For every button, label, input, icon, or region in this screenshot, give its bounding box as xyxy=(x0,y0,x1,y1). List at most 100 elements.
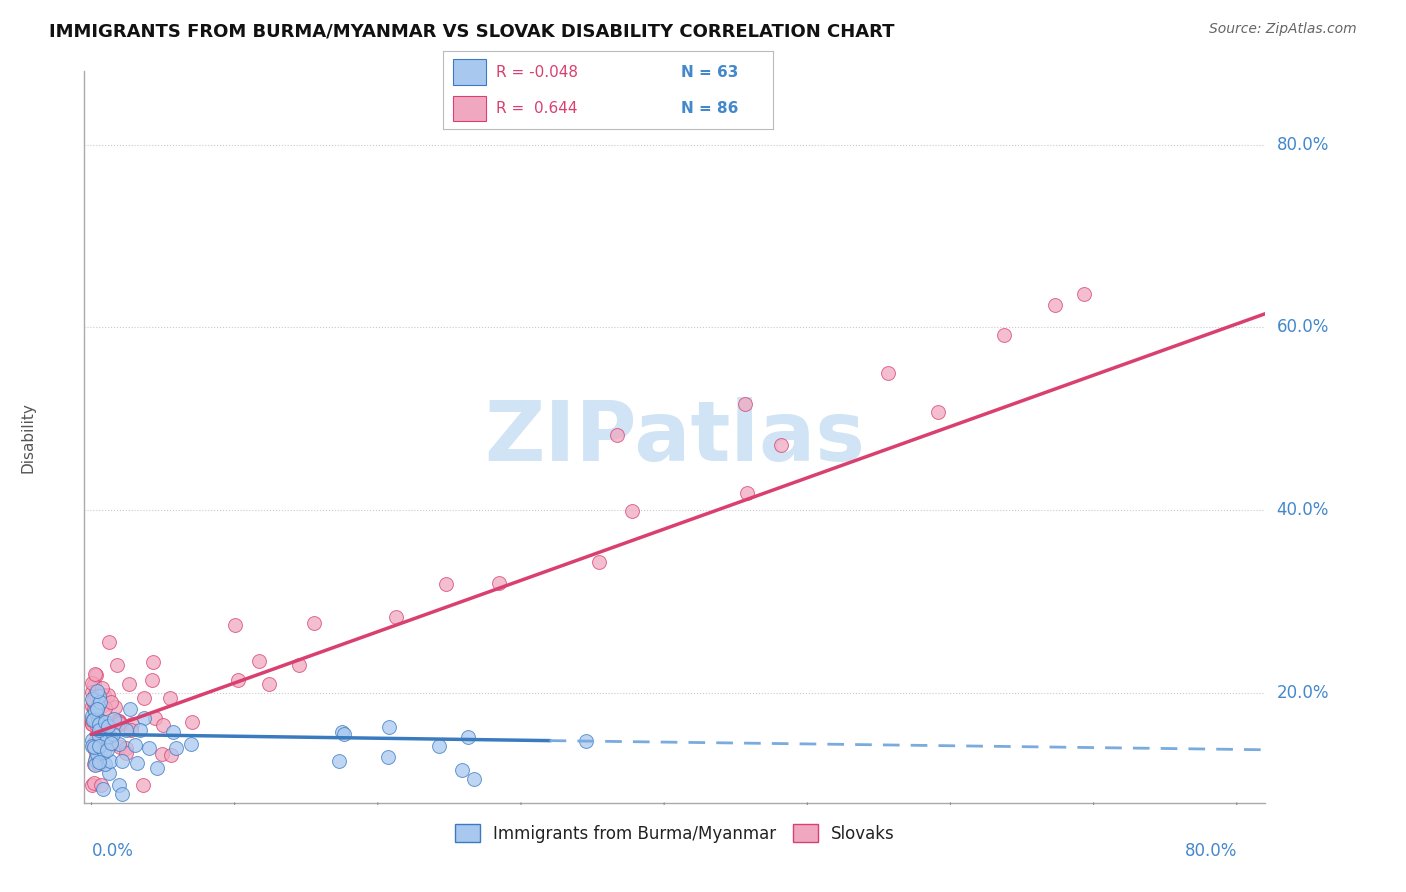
Bar xyxy=(453,95,486,121)
Point xyxy=(82,739,104,753)
Point xyxy=(302,615,325,630)
Point xyxy=(83,776,105,790)
Point xyxy=(141,673,163,687)
Point xyxy=(588,555,610,569)
Point xyxy=(82,733,104,747)
Point xyxy=(96,743,118,757)
Text: R =  0.644: R = 0.644 xyxy=(496,101,578,116)
Text: 20.0%: 20.0% xyxy=(1277,684,1329,702)
Point xyxy=(145,761,167,775)
Text: 0.0%: 0.0% xyxy=(91,842,134,860)
Point xyxy=(84,749,107,764)
Point xyxy=(111,787,134,801)
Point xyxy=(1073,287,1095,301)
Point xyxy=(84,753,107,767)
Point xyxy=(91,719,114,733)
Point xyxy=(118,676,141,690)
Point xyxy=(770,438,793,452)
Point xyxy=(110,739,132,754)
Point xyxy=(83,743,105,757)
Point xyxy=(328,754,350,768)
Point xyxy=(100,737,122,751)
Point xyxy=(87,699,110,714)
Point xyxy=(115,740,138,755)
Point xyxy=(86,742,108,756)
Point xyxy=(606,427,628,442)
Point xyxy=(162,725,184,739)
Point xyxy=(735,485,758,500)
Point xyxy=(90,778,112,792)
Point xyxy=(97,719,120,733)
Point xyxy=(734,397,756,411)
Point xyxy=(134,690,156,705)
Point xyxy=(82,699,104,714)
Point xyxy=(91,699,114,714)
Point xyxy=(82,685,104,699)
Point xyxy=(93,757,115,772)
Point xyxy=(457,730,479,744)
Point xyxy=(108,778,131,792)
Point xyxy=(83,676,105,690)
Point xyxy=(463,772,485,786)
Point xyxy=(89,727,111,741)
Point xyxy=(91,725,114,739)
Point xyxy=(83,704,105,718)
Point xyxy=(87,717,110,731)
Point xyxy=(89,695,111,709)
Point xyxy=(180,737,202,751)
Point xyxy=(82,692,104,706)
Point xyxy=(108,737,131,751)
Point xyxy=(288,658,311,673)
Point xyxy=(877,367,900,381)
Point xyxy=(87,749,110,764)
Point xyxy=(1045,297,1067,311)
Point xyxy=(94,714,117,729)
Point xyxy=(138,741,160,756)
Point xyxy=(87,713,110,727)
Point xyxy=(152,718,174,732)
Point xyxy=(115,723,138,737)
Point xyxy=(96,730,118,744)
Point xyxy=(82,717,104,731)
Text: N = 86: N = 86 xyxy=(681,101,738,116)
Point xyxy=(98,754,121,768)
Text: 80.0%: 80.0% xyxy=(1184,842,1237,860)
Text: Disability: Disability xyxy=(20,401,35,473)
Text: N = 63: N = 63 xyxy=(681,64,738,79)
Point xyxy=(93,688,115,702)
Point xyxy=(86,747,108,761)
Point xyxy=(82,739,104,753)
Point xyxy=(90,714,112,728)
Point xyxy=(993,328,1015,343)
Point xyxy=(82,676,104,690)
Point xyxy=(132,711,155,725)
Point xyxy=(87,757,110,772)
Point xyxy=(118,702,141,716)
Text: Source: ZipAtlas.com: Source: ZipAtlas.com xyxy=(1209,22,1357,37)
Point xyxy=(927,405,949,419)
Point xyxy=(385,610,408,624)
Point xyxy=(93,745,115,759)
Point xyxy=(87,756,110,770)
Point xyxy=(575,733,598,747)
Point xyxy=(84,717,107,731)
Point xyxy=(100,695,122,709)
Point xyxy=(82,717,104,731)
Point xyxy=(128,723,150,737)
Text: 40.0%: 40.0% xyxy=(1277,501,1329,519)
Point xyxy=(89,729,111,743)
Point xyxy=(104,700,127,714)
Point xyxy=(107,714,129,728)
Point xyxy=(83,702,105,716)
Point xyxy=(105,657,128,672)
Point xyxy=(94,728,117,742)
Point xyxy=(89,715,111,730)
Point xyxy=(257,676,280,690)
Point xyxy=(429,739,451,753)
Point xyxy=(89,745,111,759)
Point xyxy=(107,714,129,729)
Point xyxy=(330,725,353,739)
Point xyxy=(620,504,643,518)
Text: 80.0%: 80.0% xyxy=(1277,136,1329,153)
Point xyxy=(89,736,111,750)
